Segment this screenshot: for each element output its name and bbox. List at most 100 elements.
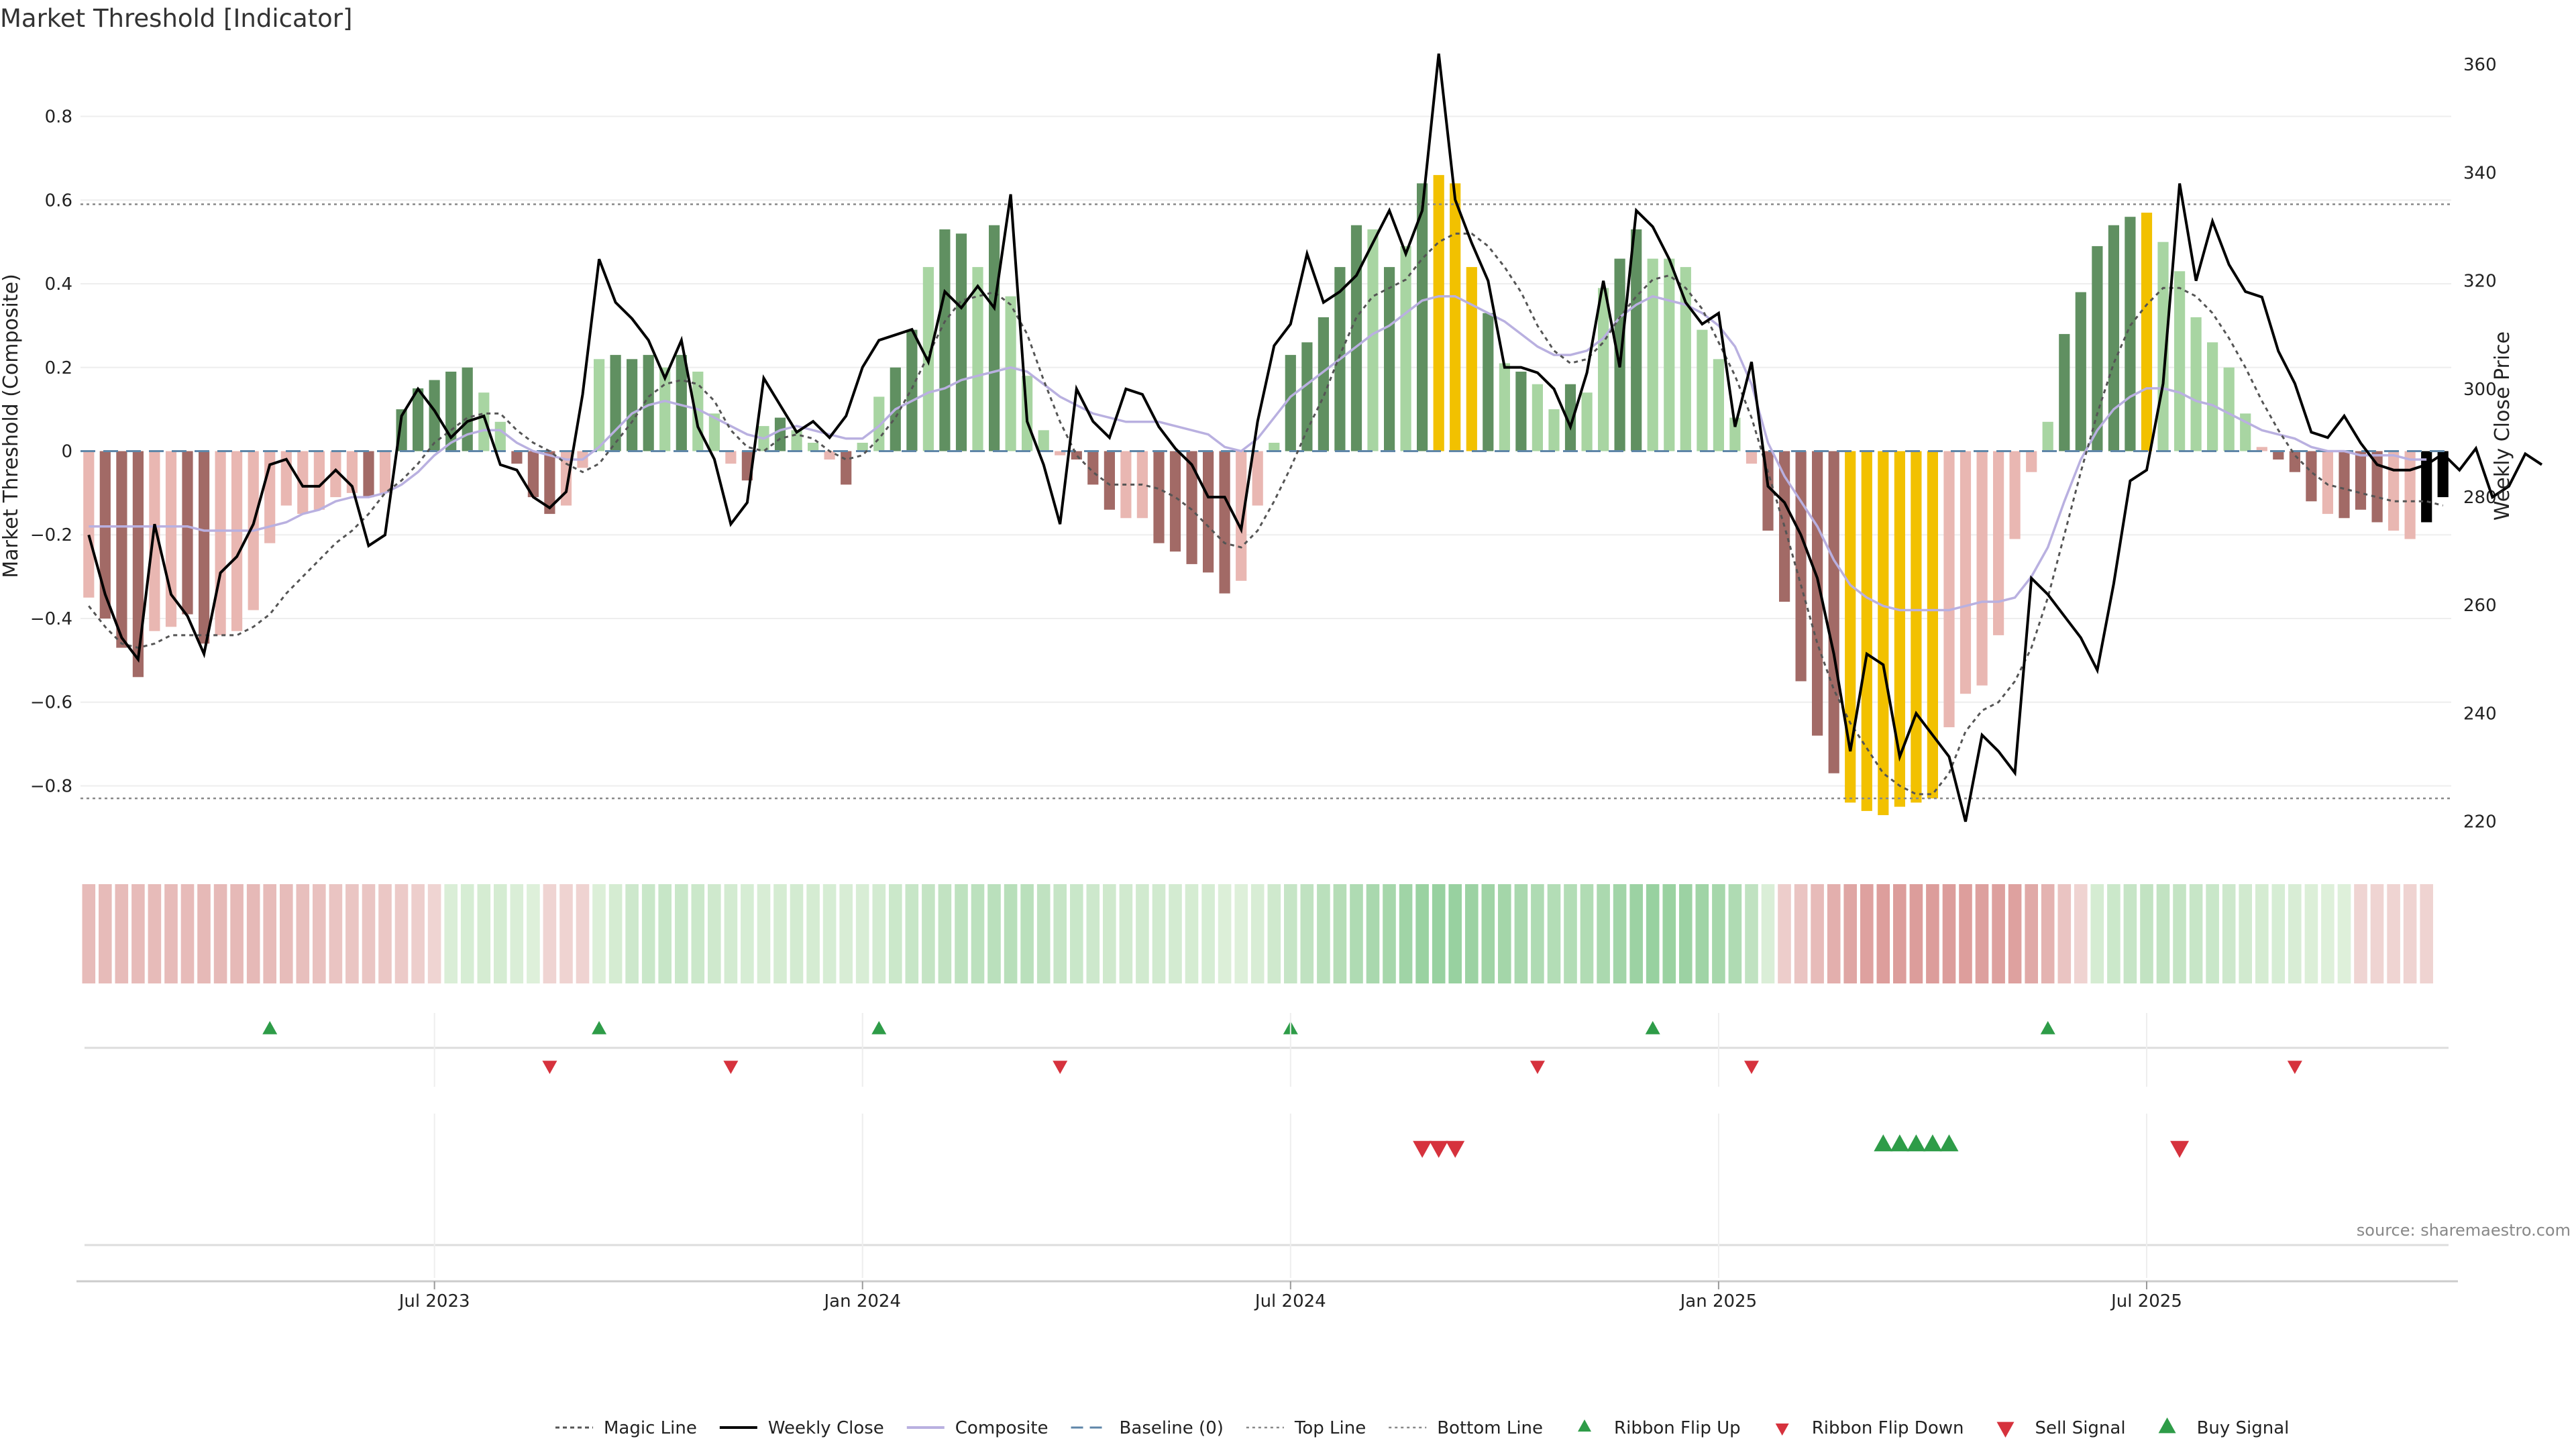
composite-bar: [1269, 443, 1280, 451]
buy-signal-marker: [1890, 1134, 1909, 1152]
ribbon-cell: [164, 884, 178, 983]
composite-bar: [2125, 217, 2136, 451]
ribbon-cell: [1432, 884, 1446, 983]
ribbon-cell: [148, 884, 162, 983]
composite-bar: [2421, 451, 2432, 523]
ribbon-cell: [2304, 884, 2318, 983]
legend-item-magic: Magic Line: [555, 1418, 697, 1438]
composite-bar: [1845, 451, 1856, 803]
ribbon-flip-down-marker: [1053, 1061, 1068, 1074]
composite-bar: [199, 451, 210, 644]
ribbon-cell: [592, 884, 606, 983]
composite-bar: [2059, 333, 2070, 451]
composite-bar: [1795, 451, 1807, 682]
ribbon-cell: [2123, 884, 2137, 983]
ribbon-cell: [460, 884, 474, 983]
ribbon-cell: [1876, 884, 1890, 983]
ribbon-cell: [1350, 884, 1363, 983]
ribbon-cell: [1448, 884, 1462, 983]
y2-tick-label: 220: [2463, 812, 2497, 833]
ribbon-cell: [1531, 884, 1544, 983]
y-tick-label: 0.2: [45, 358, 72, 378]
buy-signal-marker: [1907, 1134, 1926, 1152]
ribbon-cell: [477, 884, 491, 983]
ribbon-cell: [1086, 884, 1100, 983]
ribbon-cell: [806, 884, 820, 983]
ribbon-cell: [905, 884, 919, 983]
ribbon-cell: [889, 884, 902, 983]
legend-item-top: Top Line: [1246, 1418, 1366, 1438]
composite-bar: [1005, 296, 1016, 451]
ribbon-flip-up-marker: [1645, 1021, 1660, 1034]
composite-bar: [1828, 451, 1839, 773]
composite-bar: [972, 267, 983, 451]
composite-bar: [1104, 451, 1115, 510]
y-tick-label: −0.2: [30, 525, 72, 545]
y-tick-label: 0.6: [45, 191, 72, 211]
composite-bar: [1350, 225, 1362, 451]
chart-title: Market Threshold [Indicator]: [0, 4, 352, 33]
legend-label: Ribbon Flip Up: [1614, 1418, 1741, 1438]
ribbon-cell: [1778, 884, 1791, 983]
composite-bar: [182, 451, 193, 614]
composite-bar: [955, 233, 967, 451]
composite-bar: [1219, 451, 1230, 594]
ribbon-cell: [1827, 884, 1841, 983]
ribbon-cell: [263, 884, 276, 983]
composite-bar: [857, 443, 868, 451]
composite-bar: [594, 359, 605, 451]
composite-bar: [2026, 451, 2037, 472]
ribbon-cell: [955, 884, 968, 983]
composite-bar: [1976, 451, 1988, 686]
ribbon-cell: [1250, 884, 1265, 983]
composite-bar: [808, 443, 819, 451]
ribbon-flip-panel: [85, 1021, 2449, 1074]
composite-bar: [494, 421, 506, 451]
ribbon-cell: [1300, 884, 1314, 983]
ribbon-cell: [1119, 884, 1133, 983]
legend-label: Ribbon Flip Down: [1812, 1418, 1964, 1438]
sell-signal-marker: [1413, 1140, 1432, 1158]
ribbon-cell: [1234, 884, 1248, 983]
composite-bar: [1598, 288, 1609, 451]
composite-bar: [2289, 451, 2300, 472]
composite-bar: [939, 229, 951, 451]
legend-item-buy: Buy Signal: [2158, 1417, 2289, 1438]
composite-bar: [544, 451, 555, 515]
ribbon-cell: [1481, 884, 1495, 983]
legend-item-flipup: Ribbon Flip Up: [1578, 1418, 1741, 1438]
composite-bar: [774, 417, 786, 451]
ribbon-cell: [1959, 884, 1972, 983]
ribbon-cell: [1020, 884, 1034, 983]
ribbon-cell: [2222, 884, 2236, 983]
ribbon-cell: [2107, 884, 2121, 983]
legend-item-bottom: Bottom Line: [1389, 1418, 1543, 1438]
ribbon-cell: [971, 884, 985, 983]
composite-bar: [1927, 451, 1938, 799]
ribbon-cell: [2090, 884, 2104, 983]
sell-signal-marker: [1446, 1140, 1465, 1158]
composite-bar: [330, 451, 341, 498]
ribbon-cell: [1613, 884, 1627, 983]
ribbon-cell: [1136, 884, 1149, 983]
ribbon-cell: [1201, 884, 1215, 983]
y2-tick-label: 360: [2463, 55, 2497, 75]
ribbon-cell: [1465, 884, 1479, 983]
ribbon-cell: [2025, 884, 2038, 983]
ribbon-cell: [1498, 884, 1511, 983]
composite-bar: [1367, 229, 1379, 451]
legend-label: Top Line: [1294, 1418, 1366, 1438]
ribbon-cell: [675, 884, 688, 983]
ribbon-cell: [1169, 884, 1182, 983]
composite-bar: [1417, 183, 1428, 451]
ribbon-cell: [1679, 884, 1693, 983]
ribbon-flip-up-marker: [2040, 1021, 2055, 1034]
ribbon-cell: [1695, 884, 1709, 983]
ribbon-cell: [82, 884, 96, 983]
ribbon-cell: [1399, 884, 1413, 983]
ribbon-cell: [444, 884, 458, 983]
ribbon-flip-down-marker: [1743, 1061, 1759, 1074]
y-axis-label-left: Market Threshold (Composite): [0, 274, 23, 578]
legend-label: Bottom Line: [1437, 1418, 1543, 1438]
